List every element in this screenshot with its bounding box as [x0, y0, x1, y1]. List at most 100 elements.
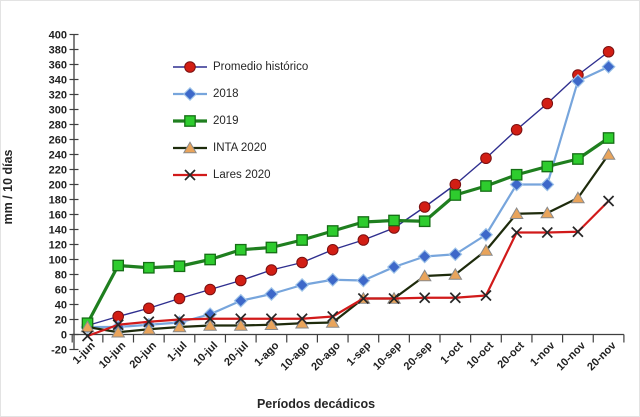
series-2019 [81, 132, 615, 330]
legend-label: INTA 2020 [213, 141, 267, 154]
marker-diamond [570, 73, 585, 89]
x-tick-label: 1-ago [252, 339, 281, 368]
marker-xcross [184, 168, 196, 181]
marker-triangle [141, 322, 156, 335]
marker-xcross [511, 226, 523, 239]
y-tick-label: 320 [49, 90, 67, 102]
y-tick-label: 380 [49, 45, 67, 57]
legend-marker-icon [173, 114, 207, 127]
marker-square [142, 261, 155, 274]
x-tick-label: 20-jul [222, 340, 251, 369]
marker-xcross [265, 313, 278, 325]
series-promedio-hist-rico [81, 45, 615, 332]
marker-circle [357, 234, 370, 246]
marker-triangle [233, 318, 248, 331]
marker-square [184, 114, 196, 127]
legend-marker-icon [173, 60, 207, 73]
marker-circle [449, 178, 462, 191]
marker-diamond [386, 259, 402, 275]
x-tick-label: 10-nov [554, 339, 588, 373]
y-tick-label: 0 [61, 330, 67, 342]
marker-triangle [601, 147, 616, 160]
x-tick-label: 20-oct [495, 339, 527, 371]
marker-square [602, 132, 615, 144]
x-tick-label: 10-sep [371, 339, 404, 372]
x-tick-label: 1-jul [165, 340, 189, 364]
marker-diamond [264, 286, 279, 302]
y-tick-label: 280 [49, 120, 67, 132]
marker-square [449, 189, 462, 201]
legend-marker-icon [173, 168, 207, 181]
marker-circle [184, 60, 196, 73]
marker-square [418, 215, 431, 228]
legend-marker-icon [173, 140, 207, 153]
marker-diamond [295, 277, 310, 293]
marker-diamond [509, 177, 524, 192]
series-line [86, 199, 610, 338]
x-tick-label: 20-nov [585, 339, 619, 373]
marker-xcross [112, 319, 124, 331]
marker-square [572, 153, 584, 165]
marker-square [265, 241, 278, 254]
y-tick-label: 200 [49, 180, 67, 192]
marker-square [388, 214, 400, 227]
marker-triangle [417, 269, 432, 282]
series-line [86, 65, 610, 329]
marker-circle [204, 283, 216, 296]
legend-item-lares-2020: Lares 2020 [171, 161, 308, 188]
x-axis-title: Períodos decádicos [256, 397, 376, 411]
y-tick-label: 120 [49, 240, 67, 252]
marker-xcross [357, 292, 369, 305]
marker-triangle [478, 243, 494, 256]
marker-square [204, 253, 216, 266]
marker-square [326, 225, 339, 237]
marker-circle [234, 274, 247, 287]
marker-triangle [448, 267, 463, 280]
legend-label: Lares 2020 [213, 168, 271, 181]
y-tick-label: 360 [49, 60, 67, 72]
marker-xcross [81, 330, 94, 342]
y-tick-label: 300 [49, 105, 67, 117]
marker-triangle [325, 315, 340, 328]
x-tick-label: 10-jun [97, 339, 129, 371]
marker-diamond [540, 177, 555, 192]
marker-square [112, 259, 125, 272]
marker-triangle [264, 317, 279, 331]
legend-label: 2018 [213, 87, 239, 100]
marker-triangle [80, 320, 95, 333]
marker-square [541, 160, 554, 173]
marker-xcross [602, 195, 615, 207]
y-tick-label: 260 [49, 135, 67, 147]
y-tick-label: 340 [49, 75, 67, 87]
marker-circle [326, 243, 339, 256]
marker-circle [480, 152, 492, 165]
marker-circle [418, 201, 431, 213]
y-axis-title: mm / 10 días [1, 149, 15, 225]
marker-xcross [204, 313, 216, 325]
x-tick-label: 1-oct [438, 339, 465, 366]
y-tick-label: 60 [55, 285, 67, 297]
marker-triangle [111, 325, 126, 338]
marker-triangle [540, 206, 555, 219]
marker-triangle [509, 206, 524, 220]
y-tick-label: 100 [49, 255, 67, 267]
x-tick-label: 10-jul [191, 340, 220, 369]
y-tick-label: -20 [51, 345, 67, 357]
marker-circle [173, 292, 186, 305]
marker-circle [265, 264, 278, 276]
marker-square [296, 234, 308, 246]
marker-triangle [203, 318, 218, 331]
x-tick-label: 20-sep [402, 339, 435, 372]
legend-item-promedio-historico: Promedio histórico [171, 53, 308, 80]
marker-xcross [173, 313, 186, 326]
marker-square [173, 260, 186, 273]
series-line [86, 153, 610, 334]
legend-item-2019: 2019 [171, 107, 308, 134]
marker-xcross [235, 313, 247, 325]
series-line [86, 51, 610, 327]
y-tick-label: 160 [49, 210, 67, 222]
marker-square [357, 216, 370, 228]
y-tick-label: 40 [55, 300, 67, 312]
